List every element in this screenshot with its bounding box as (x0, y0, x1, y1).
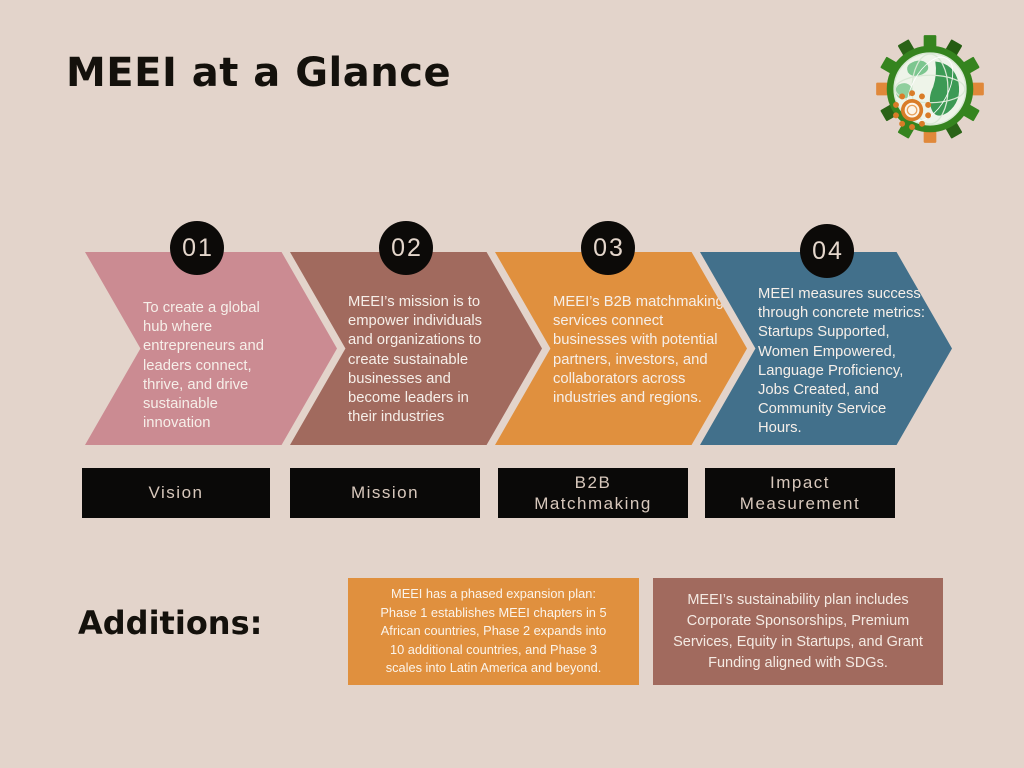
step-label-text: Mission (350, 483, 420, 503)
step-number-badge: 04 (800, 224, 854, 278)
step-number: 03 (593, 233, 625, 262)
step-number: 02 (391, 233, 423, 262)
step-number-badge: 02 (379, 221, 433, 275)
orange-gear (893, 90, 932, 130)
step-label-b2b-matchmaking: B2B Matchmaking (498, 468, 688, 518)
globe-gear-icon (876, 35, 984, 143)
step-label-text: Impact Measurement (739, 472, 861, 513)
step-label-text: B2B Matchmaking (534, 472, 652, 513)
step-number-badge: 01 (170, 221, 224, 275)
step-description: MEEI’s mission is to empower individuals… (348, 294, 483, 426)
addition-text: MEEI’s sustainability plan includes Corp… (673, 591, 923, 671)
step-label-impact-measurement: Impact Measurement (705, 468, 895, 518)
step-description: MEEI measures success through concrete m… (758, 286, 925, 437)
step-description: MEEI’s B2B matchmaking services connect … (553, 294, 724, 407)
step-description: To create a global hub where entrepreneu… (143, 300, 264, 432)
chevron-vision: To create a global hub where entrepreneu… (85, 252, 337, 445)
step-number: 01 (182, 233, 214, 262)
step-number: 04 (812, 236, 844, 265)
chevron-mission: MEEI’s mission is to empower individuals… (290, 252, 542, 445)
meei-logo (874, 32, 986, 146)
step-number-badge: 03 (581, 221, 635, 275)
additions-heading: Additions: (78, 604, 263, 642)
addition-box-expansion-plan: MEEI has a phased expansion plan: Phase … (348, 578, 639, 685)
page-title: MEEI at a Glance (66, 50, 452, 96)
step-label-text: Vision (148, 483, 204, 503)
step-label-vision: Vision (82, 468, 270, 518)
addition-text: MEEI has a phased expansion plan: Phase … (380, 586, 607, 676)
step-label-mission: Mission (290, 468, 480, 518)
addition-box-sustainability-plan: MEEI’s sustainability plan includes Corp… (653, 578, 943, 685)
